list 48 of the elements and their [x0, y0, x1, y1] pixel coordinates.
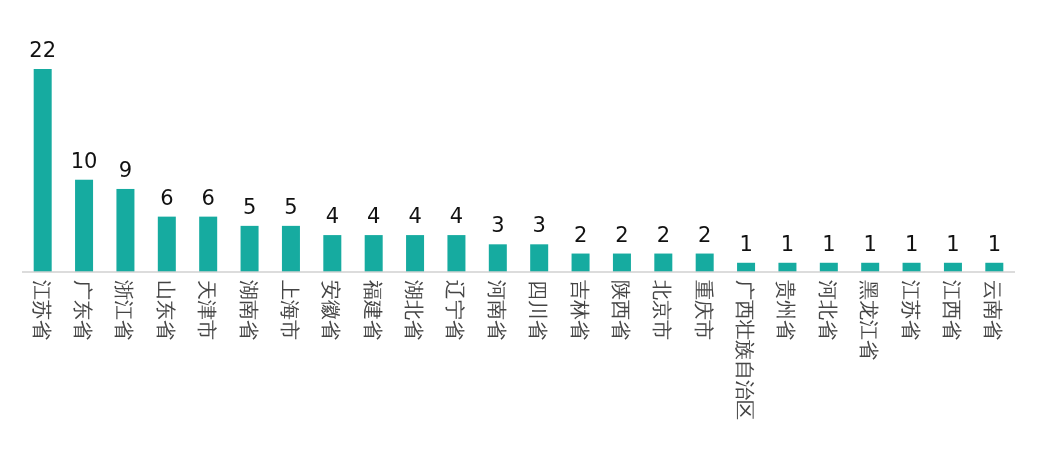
x-tick-label: 广东省: [71, 280, 96, 340]
data-label: 4: [408, 204, 422, 229]
data-label: 1: [946, 231, 960, 256]
data-label: 6: [201, 185, 215, 210]
data-label: 10: [70, 148, 98, 173]
x-tick-label: 江苏省: [898, 280, 923, 340]
data-label: 9: [118, 157, 133, 182]
data-label: 2: [573, 222, 588, 247]
x-tick-label: 云南省: [981, 280, 1006, 340]
data-label: 3: [491, 213, 505, 238]
data-label: 1: [739, 231, 753, 256]
x-tick-label: 河北省: [815, 280, 840, 340]
data-label: 4: [325, 204, 339, 229]
data-label: 4: [449, 204, 464, 229]
x-tick-label: 陕西省: [608, 280, 633, 340]
x-tick-label: 浙江省: [112, 280, 137, 340]
data-label: 22: [29, 38, 57, 62]
data-label: 2: [656, 222, 670, 247]
data-label: 5: [284, 194, 298, 219]
data-label: 1: [822, 231, 836, 256]
x-tick-label: 河南省: [484, 280, 509, 340]
x-tick-label: 江苏省: [29, 280, 54, 340]
x-tick-label: 福建省: [360, 280, 385, 340]
x-tick-label: 安徽省: [319, 280, 344, 340]
x-tick-label: 四川省: [526, 280, 551, 340]
data-label: 2: [615, 222, 629, 247]
x-tick-label: 山东省: [153, 280, 178, 340]
data-label: 1: [863, 231, 877, 256]
x-tick-label: 湖北省: [402, 280, 427, 340]
x-tick-label: 江西省: [939, 280, 964, 340]
data-label: 2: [698, 222, 712, 247]
x-tick-label: 湖南省: [236, 280, 261, 340]
x-tick-label: 辽宁省: [443, 280, 468, 340]
x-tick-label: 黑龙江省: [857, 280, 882, 360]
data-label: 4: [367, 204, 381, 229]
x-tick-label: 北京市: [650, 280, 675, 340]
data-label: 6: [160, 185, 174, 210]
data-label: 5: [242, 194, 257, 219]
x-tick-label: 吉林省: [567, 280, 592, 340]
x-tick-label: 广西壮族自治区: [733, 280, 758, 420]
data-label: 1: [780, 231, 795, 256]
data-label: 3: [532, 213, 546, 238]
x-tick-label: 贵州省: [774, 280, 799, 340]
data-label: 1: [904, 231, 919, 256]
data-label: 1: [987, 231, 1001, 256]
x-tick-label: 重庆市: [691, 280, 716, 340]
x-tick-label: 上海市: [277, 280, 302, 340]
x-tick-label: 天津市: [195, 280, 220, 340]
